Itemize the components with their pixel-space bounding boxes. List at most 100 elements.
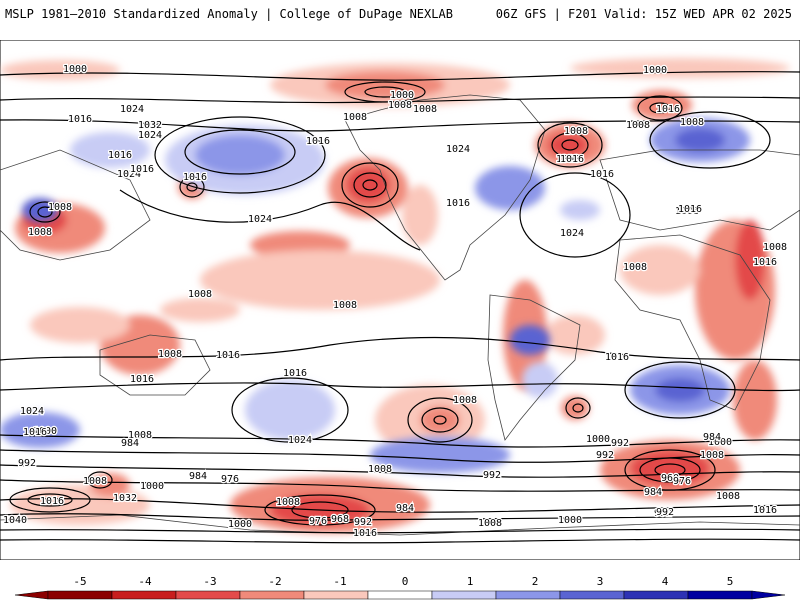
isobar-label: 1016 [656, 104, 680, 115]
colorbar-segment [47, 590, 113, 600]
isobar-label: 1000 [708, 437, 732, 448]
isobar-label: 1008 [343, 112, 367, 123]
colorbar-segment [111, 590, 177, 600]
isobar-label: 992 [354, 517, 372, 528]
south-america-outline [487, 294, 581, 441]
isobar-label: 1024 [117, 169, 141, 180]
colorbar-tick-label: 2 [532, 575, 539, 588]
colorbar-tick-label: 1 [467, 575, 474, 588]
isobar-label: 1008 [763, 242, 787, 253]
isobar-label: 1000 [586, 434, 610, 445]
isobar-label: 1016 [678, 204, 702, 215]
isobar-label: 1032 [113, 493, 137, 504]
east-asia-outline [0, 149, 151, 261]
positive-anomaly-shading [0, 118, 750, 473]
isobar-label: 992 [654, 508, 672, 519]
colorbar-segment [495, 590, 561, 600]
colorbar-tick-label: 0 [402, 575, 409, 588]
isobar-label: 992 [483, 470, 501, 481]
isobar-label: 1000 [63, 64, 87, 75]
isobar-label: 992 [596, 450, 614, 461]
isobar-label: 1008 [128, 430, 152, 441]
isobar-label: 1016 [353, 528, 377, 539]
colorbar-segment [431, 590, 497, 600]
isobar-label: 1016 [108, 150, 132, 161]
colorbar-tick-label: 5 [727, 575, 734, 588]
isobar-label: 976 [309, 516, 327, 527]
isobar-label: 1000 [556, 154, 580, 165]
isobar-label: 1008 [626, 120, 650, 131]
isobar-label: 1016 [753, 257, 777, 268]
isobar-label: 1008 [188, 289, 212, 300]
australia-outline [99, 334, 211, 396]
colorbar-tick-label: -2 [268, 575, 281, 588]
isobar-label: 984 [189, 471, 207, 482]
isobar-label: 1032 [138, 120, 162, 131]
isobar-label: 1008 [333, 300, 357, 311]
colorbar-segment [623, 590, 689, 600]
isobar-label: 1016 [216, 350, 240, 361]
isobar-label: 968 [331, 514, 349, 525]
isobar-label: 1000 [228, 519, 252, 530]
isobar-label: 1008 [158, 349, 182, 360]
colorbar-segment [175, 590, 241, 600]
isobar-label: 1016 [130, 164, 154, 175]
isobar-label: 1008 [48, 202, 72, 213]
isobar-label: 1000 [390, 90, 414, 101]
isobar-label: 1016 [753, 505, 777, 516]
colorbar-tick-label: -5 [73, 575, 86, 588]
colorbar-ticks: -5 -4 -3 -2 -1 0 1 2 3 4 5 [73, 575, 733, 588]
isobar-label: 1008 [675, 206, 699, 217]
isobar-label: 1024 [446, 144, 470, 155]
isobar-label: 1016 [560, 154, 584, 165]
colorbar-tick-label: -1 [333, 575, 346, 588]
anomaly-colorbar: -5 -4 -3 -2 -1 0 1 2 3 4 5 [14, 575, 786, 600]
isobar-label: 1024 [120, 104, 144, 115]
isobar-label: 1008 [413, 104, 437, 115]
isobar-label: 1024 [138, 130, 162, 141]
isobar-label: 1024 [248, 214, 272, 225]
isobar-label: 1008 [28, 227, 52, 238]
north-america-outline [344, 94, 546, 281]
africa-outline [614, 234, 771, 411]
colorbar-min-arrow [14, 590, 49, 600]
isobar-label: 960 [661, 473, 679, 484]
isobar-label: 1008 [478, 518, 502, 529]
isobar-label: 1024 [20, 406, 44, 417]
isobar-label: 1016 [68, 114, 92, 125]
colorbar-segment [303, 590, 369, 600]
colorbar-tick-label: -4 [138, 575, 152, 588]
isobar-label: 1016 [183, 172, 207, 183]
isobar-label: 1016 [446, 198, 470, 209]
header-bar: MSLP 1981–2010 Standardized Anomaly | Co… [0, 0, 800, 40]
isobar-label: 1016 [590, 169, 614, 180]
isobar-label: 1040 [3, 515, 27, 526]
isobar-label: 1008 [564, 126, 588, 137]
isobar-contours [0, 71, 800, 544]
isobar-label: 1016 [605, 352, 629, 363]
isobar-label: 992 [18, 458, 36, 469]
isobar-label: 1000 [33, 426, 57, 437]
isobar-label: 1016 [130, 374, 154, 385]
model-valid-time: 06Z GFS | F201 Valid: 15Z WED APR 02 202… [495, 7, 792, 21]
isobar-label: 1008 [83, 476, 107, 487]
isobar-label: 1008 [716, 491, 740, 502]
isobar-label: 992 [656, 507, 674, 518]
isobar-label: 1008 [700, 450, 724, 461]
isobar-label: 1008 [623, 262, 647, 273]
colorbar-max-arrow [751, 590, 786, 600]
isobar-label: 976 [221, 474, 239, 485]
isobar-label: 1008 [453, 395, 477, 406]
isobar-label: 1016 [40, 496, 64, 507]
isobar-label: 1000 [558, 515, 582, 526]
isobar-label: 984 [703, 432, 721, 443]
isobar-label: 1008 [276, 497, 300, 508]
colorbar-segment [239, 590, 305, 600]
isobar-label: 984 [396, 503, 414, 514]
isobar-label: 992 [611, 438, 629, 449]
colorbar-segment [559, 590, 625, 600]
colorbar-tick-label: -3 [203, 575, 216, 588]
isobar-label: 1016 [283, 368, 307, 379]
